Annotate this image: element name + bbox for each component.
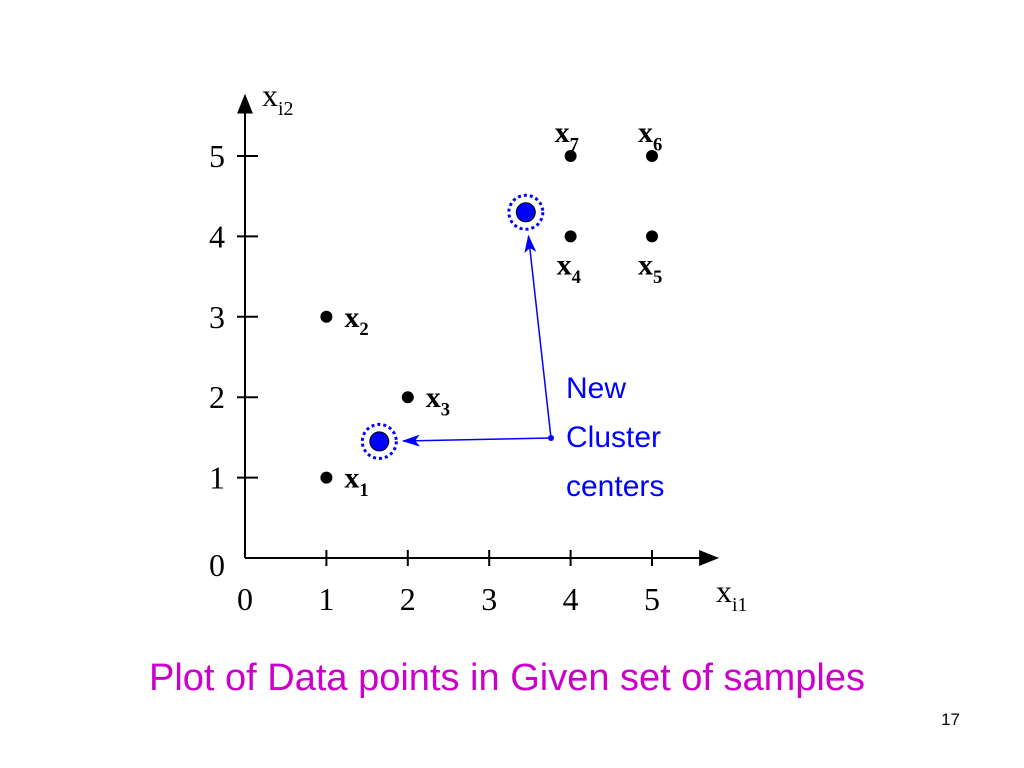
point-label: x5 (638, 248, 662, 287)
y-axis-label: xi2 (262, 77, 293, 120)
point-label-sub: 5 (653, 267, 662, 288)
annotation-arrow (401, 434, 552, 447)
data-point (320, 471, 333, 484)
y-tick-label: 0 (209, 547, 225, 583)
y-tick-label: 2 (209, 379, 225, 415)
cluster-center (515, 202, 536, 223)
point-label: x4 (557, 248, 581, 287)
x-tick-label: 4 (563, 581, 579, 617)
point-label-base: x (638, 248, 653, 281)
data-point (320, 310, 333, 323)
data-point (646, 150, 658, 162)
x-tick-label: 5 (644, 581, 660, 617)
page-number: 17 (941, 710, 960, 729)
annotation-arrow (524, 234, 552, 439)
point-label-sub: 6 (653, 134, 662, 155)
y-tick-label: 5 (209, 138, 225, 174)
y-tick-label: 3 (209, 299, 225, 335)
x-tick-label: 3 (481, 581, 497, 617)
annotation: centers (566, 470, 664, 503)
point-label-base: x (344, 301, 359, 334)
center-ring (507, 193, 545, 231)
cluster-center (369, 431, 390, 452)
point-label-base: x (344, 462, 359, 495)
point-label-sub: 1 (359, 480, 368, 501)
point-label: x7 (555, 116, 579, 155)
data-point (646, 230, 658, 243)
x-axis-label-sub: i1 (732, 594, 747, 616)
data-point (564, 150, 577, 162)
point-label-base: x (426, 381, 441, 414)
center-ring (360, 422, 398, 460)
y-tick-label: 1 (209, 460, 225, 496)
point-label-base: x (557, 248, 572, 281)
data-point (401, 391, 414, 404)
point-label-base: x (638, 116, 653, 149)
point-label-sub: 7 (570, 134, 579, 155)
x-tick-label: 1 (318, 581, 334, 617)
point-label: x2 (344, 301, 368, 340)
point-label: x6 (638, 116, 662, 155)
x-axis-label-base: x (716, 573, 732, 609)
point-label-sub: 3 (441, 400, 450, 421)
arrow-origin (548, 435, 554, 441)
y-tick-label: 4 (209, 218, 225, 254)
annotation: New (566, 372, 626, 405)
slide-title: Plot of Data points in Given set of samp… (149, 657, 865, 699)
x-tick-label: 0 (237, 581, 253, 617)
y-axis-label-base: x (262, 77, 278, 113)
point-label-base: x (555, 116, 570, 149)
point-label-sub: 2 (359, 319, 368, 340)
point-label: x1 (344, 462, 368, 501)
point-label-sub: 4 (572, 267, 581, 288)
x-axis-label: xi1 (716, 573, 747, 616)
x-tick-label: 2 (400, 581, 416, 617)
y-axis-label-sub: i2 (278, 98, 293, 120)
annotation: Cluster (566, 421, 661, 454)
data-point (564, 230, 577, 243)
point-label: x3 (426, 381, 450, 420)
